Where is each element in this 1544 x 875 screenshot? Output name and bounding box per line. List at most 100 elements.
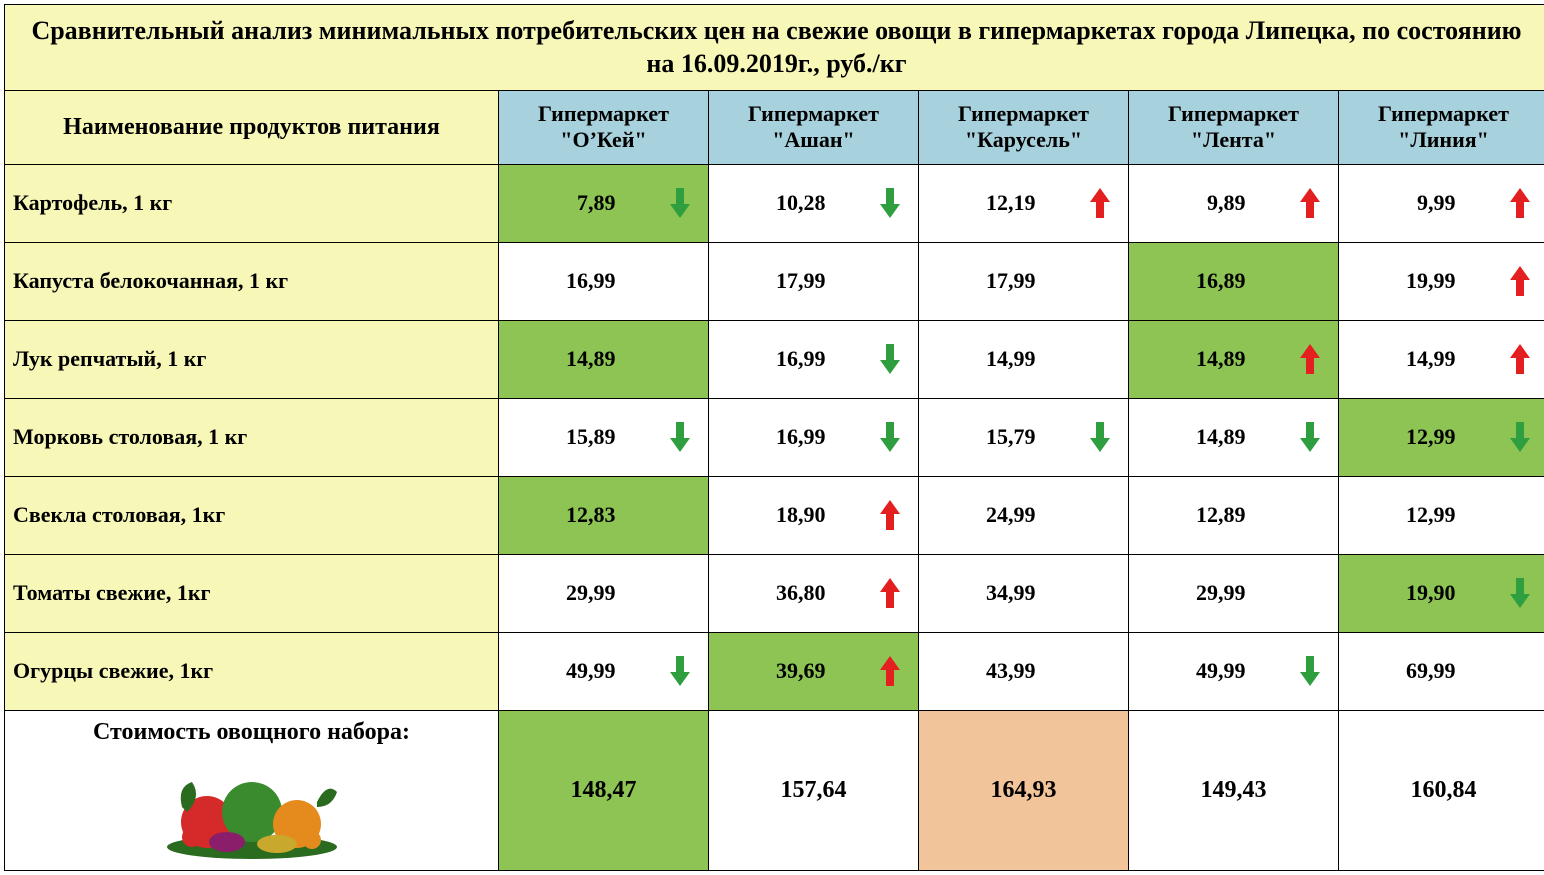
store-header-4: Гипермаркет "Линия" (1339, 91, 1544, 165)
product-row: Капуста белокочанная, 1 кг16,9917,9917,9… (5, 242, 1544, 320)
store-header-line1: Гипермаркет (538, 101, 669, 126)
price-value: 24,99 (976, 502, 1036, 528)
product-row: Свекла столовая, 1кг 12,83 18,90 24,99 12,89… (5, 476, 1544, 554)
price-value: 19,90 (1396, 580, 1456, 606)
product-name: Огурцы свежие, 1кг (13, 658, 213, 683)
arrow-down-icon (1508, 576, 1532, 610)
product-name: Лук репчатый, 1 кг (13, 346, 206, 371)
price-value: 14,89 (1186, 424, 1246, 450)
price-cell: 36,80 (709, 554, 919, 632)
arrow-down-icon (668, 654, 692, 688)
product-name: Томаты свежие, 1кг (13, 580, 210, 605)
price-cell: 17,99 (709, 242, 919, 320)
price-value: 17,99 (766, 268, 826, 294)
store-header-2: Гипермаркет "Карусель" (919, 91, 1129, 165)
arrow-down-icon (1298, 654, 1322, 688)
price-value: 9,99 (1396, 190, 1456, 216)
product-row: Лук репчатый, 1 кг 14,89 16,99 14,99 14,89 14… (5, 320, 1544, 398)
product-name-cell: Капуста белокочанная, 1 кг (5, 242, 499, 320)
price-cell: 29,99 (499, 554, 709, 632)
product-name-cell: Картофель, 1 кг (5, 164, 499, 242)
price-cell: 24,99 (919, 476, 1129, 554)
price-cell: 14,99 (1339, 320, 1544, 398)
price-value: 19,99 (1396, 268, 1456, 294)
price-value: 29,99 (556, 580, 616, 606)
price-value: 12,83 (556, 502, 616, 528)
price-cell: 14,99 (919, 320, 1129, 398)
price-cell: 16,99 (709, 320, 919, 398)
total-cell-3: 149,43 (1129, 710, 1339, 870)
price-value: 12,19 (976, 190, 1036, 216)
price-cell: 16,99 (499, 242, 709, 320)
arrow-up-icon (1298, 186, 1322, 220)
price-value: 7,89 (556, 190, 616, 216)
arrow-up-icon (878, 654, 902, 688)
arrow-up-icon (1088, 186, 1112, 220)
price-value: 10,28 (766, 190, 826, 216)
price-cell: 69,99 (1339, 632, 1544, 710)
price-value: 49,99 (556, 658, 616, 684)
price-value: 14,89 (556, 346, 616, 372)
price-cell: 19,99 (1339, 242, 1544, 320)
price-cell: 9,89 (1129, 164, 1339, 242)
price-cell: 14,89 (499, 320, 709, 398)
product-row: Огурцы свежие, 1кг 49,99 39,69 43,99 49,99 69… (5, 632, 1544, 710)
price-comparison-table: Сравнительный анализ минимальных потреби… (4, 4, 1544, 871)
price-cell: 49,99 (499, 632, 709, 710)
arrow-down-icon (878, 342, 902, 376)
price-value: 34,99 (976, 580, 1036, 606)
price-cell: 49,99 (1129, 632, 1339, 710)
price-cell: 12,99 (1339, 398, 1544, 476)
price-value: 36,80 (766, 580, 826, 606)
price-value: 49,99 (1186, 658, 1246, 684)
store-header-3: Гипермаркет "Лента" (1129, 91, 1339, 165)
product-name: Свекла столовая, 1кг (13, 502, 225, 527)
vegetable-basket-icon (13, 752, 490, 862)
arrow-down-icon (878, 420, 902, 454)
product-name-cell: Лук репчатый, 1 кг (5, 320, 499, 398)
arrow-down-icon (1088, 420, 1112, 454)
price-cell: 16,89 (1129, 242, 1339, 320)
arrow-down-icon (668, 186, 692, 220)
product-name-cell: Свекла столовая, 1кг (5, 476, 499, 554)
header-row: Наименование продуктов питания Гипермарк… (5, 91, 1544, 165)
price-value: 14,89 (1186, 346, 1246, 372)
price-value: 29,99 (1186, 580, 1246, 606)
product-name: Капуста белокочанная, 1 кг (13, 268, 288, 293)
price-value: 12,99 (1396, 502, 1456, 528)
price-value: 9,89 (1186, 190, 1246, 216)
total-label-cell: Стоимость овощного набора: (5, 710, 499, 870)
arrow-up-icon (1508, 342, 1532, 376)
price-value: 16,99 (766, 346, 826, 372)
title-row: Сравнительный анализ минимальных потреби… (5, 5, 1544, 91)
price-value: 43,99 (976, 658, 1036, 684)
price-value: 14,99 (976, 346, 1036, 372)
price-cell: 7,89 (499, 164, 709, 242)
store-header-0: Гипермаркет "О’Кей" (499, 91, 709, 165)
product-name-cell: Огурцы свежие, 1кг (5, 632, 499, 710)
product-name-cell: Морковь столовая, 1 кг (5, 398, 499, 476)
price-cell: 12,99 (1339, 476, 1544, 554)
price-cell: 15,89 (499, 398, 709, 476)
price-value: 18,90 (766, 502, 826, 528)
price-cell: 29,99 (1129, 554, 1339, 632)
price-value: 14,99 (1396, 346, 1456, 372)
price-cell: 12,89 (1129, 476, 1339, 554)
arrow-up-icon (878, 498, 902, 532)
product-column-header: Наименование продуктов питания (5, 91, 499, 165)
total-label: Стоимость овощного набора: (93, 719, 410, 745)
price-cell: 9,99 (1339, 164, 1544, 242)
arrow-down-icon (1298, 420, 1322, 454)
arrow-up-icon (1298, 342, 1322, 376)
table-title: Сравнительный анализ минимальных потреби… (5, 5, 1544, 91)
product-name-cell: Томаты свежие, 1кг (5, 554, 499, 632)
product-name: Картофель, 1 кг (13, 190, 172, 215)
price-value: 15,79 (976, 424, 1036, 450)
total-cell-2: 164,93 (919, 710, 1129, 870)
total-cell-1: 157,64 (709, 710, 919, 870)
price-cell: 12,19 (919, 164, 1129, 242)
price-value: 39,69 (766, 658, 826, 684)
product-name: Морковь столовая, 1 кг (13, 424, 247, 449)
price-cell: 16,99 (709, 398, 919, 476)
price-value: 15,89 (556, 424, 616, 450)
